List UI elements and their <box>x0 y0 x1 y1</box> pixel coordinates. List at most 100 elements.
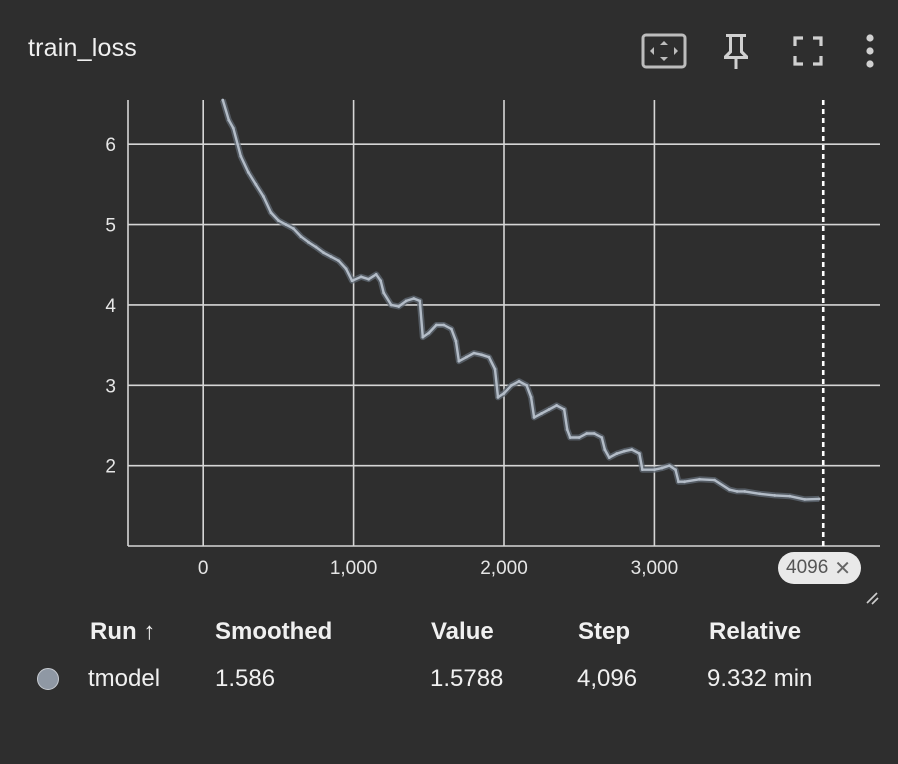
data-point <box>493 367 497 371</box>
x-tick-label: 1,000 <box>330 558 378 579</box>
data-point <box>555 403 559 407</box>
more-options-button[interactable] <box>860 28 880 74</box>
smoothed-value: 1.586 <box>215 665 276 692</box>
chart-title: train_loss <box>28 34 137 62</box>
column-header-smoothed[interactable]: Smoothed <box>215 618 333 645</box>
column-header-run[interactable]: Run ↑ <box>90 618 156 645</box>
data-point <box>607 456 611 460</box>
data-point <box>374 272 378 276</box>
x-tick-label: 3,000 <box>631 558 679 579</box>
more-vert-icon <box>866 34 874 68</box>
data-point <box>397 305 401 308</box>
data-point <box>817 497 821 501</box>
data-point <box>660 466 664 470</box>
y-tick-label: 4 <box>105 296 116 317</box>
data-point <box>299 235 303 239</box>
data-point <box>540 412 543 415</box>
data-point <box>677 480 680 484</box>
column-header-relative[interactable]: Relative <box>709 618 802 645</box>
close-icon[interactable]: ✕ <box>834 557 852 580</box>
data-point <box>421 335 425 339</box>
pin-icon <box>724 34 748 69</box>
data-point <box>565 428 569 431</box>
data-point <box>389 303 393 307</box>
y-tick-label: 5 <box>105 216 116 237</box>
data-point <box>577 436 581 439</box>
data-point <box>404 299 408 303</box>
data-point <box>412 297 416 300</box>
data-point <box>615 452 619 455</box>
data-point <box>502 391 506 395</box>
data-point <box>529 395 533 399</box>
y-tick-label: 3 <box>105 376 116 397</box>
data-point <box>284 223 288 226</box>
data-point <box>510 383 513 387</box>
data-point <box>418 299 422 303</box>
card-toolbar <box>616 28 880 74</box>
data-point <box>487 355 491 359</box>
data-point <box>292 227 295 230</box>
data-point <box>261 195 265 198</box>
data-point <box>773 493 777 497</box>
data-point <box>758 492 762 496</box>
line-chart[interactable]: 2 3 4 5 6 0 1,000 2,000 3,000 <box>0 90 898 590</box>
data-point <box>379 279 383 283</box>
data-point <box>743 489 747 493</box>
step-badge[interactable]: 4096 ✕ <box>778 552 862 584</box>
data-point <box>442 323 446 327</box>
data-point <box>600 436 604 439</box>
y-tick-label: 6 <box>105 135 116 156</box>
y-tick-label: 2 <box>105 457 116 478</box>
fit-to-data-icon <box>641 33 687 69</box>
fullscreen-icon <box>793 36 823 66</box>
data-point <box>322 251 325 255</box>
data-point <box>585 432 589 435</box>
data-point <box>698 477 701 481</box>
fit-to-data-button[interactable] <box>640 28 688 74</box>
data-point <box>803 497 807 501</box>
data-point <box>329 255 333 259</box>
relative-time: 9.332 min <box>707 665 813 692</box>
data-point <box>269 211 273 214</box>
data-point <box>227 118 231 122</box>
data-point <box>449 327 453 331</box>
data-point <box>674 468 677 472</box>
data-point <box>532 416 536 419</box>
fullscreen-button[interactable] <box>784 28 832 74</box>
data-point <box>277 219 280 222</box>
data-point <box>472 351 476 355</box>
data-point <box>457 359 461 363</box>
data-point <box>382 291 386 295</box>
run-name: tmodel <box>88 665 161 692</box>
series-line-tmodel <box>221 99 820 501</box>
column-header-step[interactable]: Step <box>578 618 631 645</box>
data-point <box>314 245 318 249</box>
data-point <box>454 339 458 343</box>
data-point <box>603 448 607 451</box>
x-tick-label: 2,000 <box>480 558 528 579</box>
column-header-value[interactable]: Value <box>431 618 494 645</box>
data-point <box>713 478 716 482</box>
data-point <box>525 383 528 387</box>
data-point <box>231 126 235 130</box>
data-point <box>337 259 340 263</box>
resize-handle-icon[interactable] <box>864 590 880 606</box>
data-point <box>637 452 641 455</box>
data-point <box>367 277 371 281</box>
data-point <box>562 407 566 411</box>
data-point <box>517 379 521 383</box>
step-badge-label: 4096 <box>786 557 829 578</box>
data-point <box>465 355 468 359</box>
data-point <box>496 395 500 399</box>
data-point <box>683 480 686 484</box>
pin-button[interactable] <box>712 28 760 74</box>
data-point <box>668 464 671 468</box>
data-point <box>728 488 731 492</box>
data-point <box>221 98 225 102</box>
data-point <box>307 240 310 244</box>
x-tick-label: 0 <box>198 558 209 579</box>
data-point <box>788 494 792 498</box>
series-raw-line <box>219 99 820 503</box>
data-point <box>254 182 258 186</box>
